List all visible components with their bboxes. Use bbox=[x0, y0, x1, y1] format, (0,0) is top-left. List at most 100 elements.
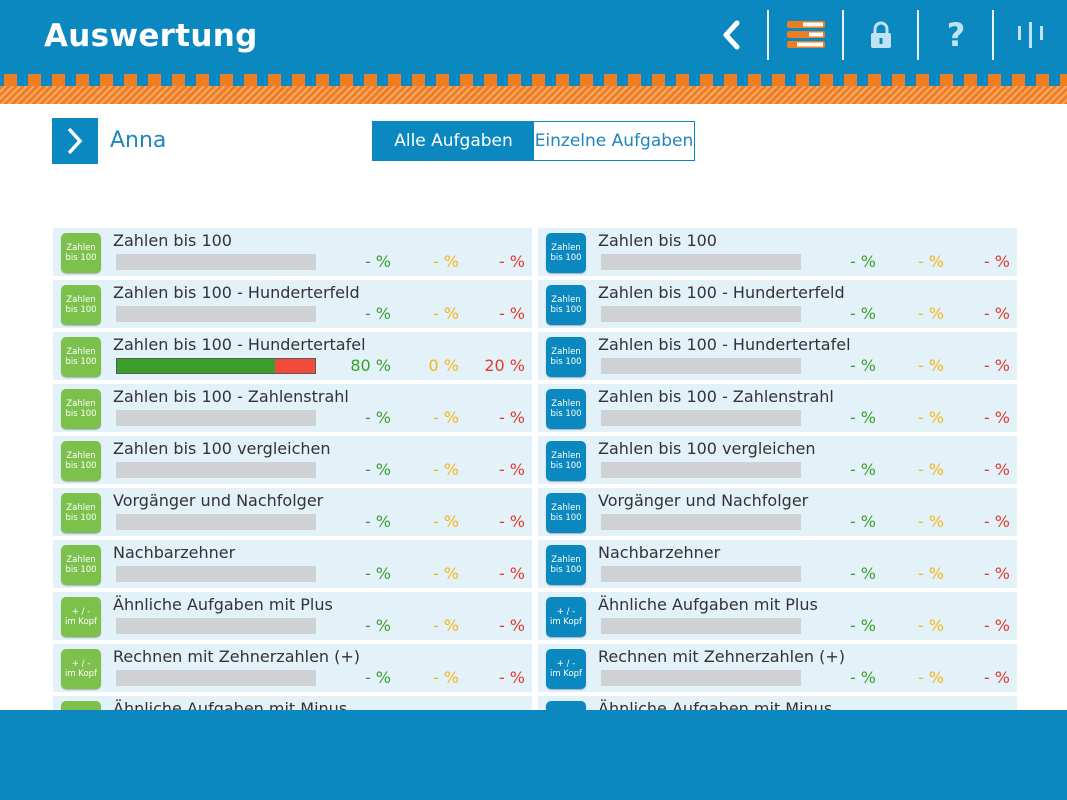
deco-square bbox=[748, 74, 761, 86]
task-row[interactable]: Zahlen bis 100 Zahlen bis 100 vergleichen -… bbox=[53, 436, 532, 484]
task-category-icon: + / -im Kopf bbox=[546, 701, 586, 710]
deco-square bbox=[28, 74, 41, 86]
progress-bar bbox=[116, 462, 316, 478]
deco-square bbox=[292, 74, 305, 86]
progress-bar bbox=[601, 618, 801, 634]
task-category-label: Zahlen bbox=[66, 347, 96, 357]
progress-bar bbox=[116, 306, 316, 322]
percent-correct: - % bbox=[364, 304, 391, 323]
percent-correct: - % bbox=[849, 668, 876, 687]
task-category-label: bis 100 bbox=[550, 253, 582, 263]
back-button[interactable] bbox=[695, 10, 769, 60]
task-row[interactable]: Zahlen bis 100 Zahlen bis 100 - Hundertert… bbox=[53, 332, 532, 380]
progress-bar bbox=[116, 566, 316, 582]
percent-correct: - % bbox=[364, 460, 391, 479]
progress-bar bbox=[116, 514, 316, 530]
percent-partial: 0 % bbox=[428, 356, 459, 375]
deco-square bbox=[52, 74, 65, 86]
percent-wrong: - % bbox=[498, 460, 525, 479]
deco-square bbox=[268, 74, 281, 86]
percent-partial: - % bbox=[432, 460, 459, 479]
lock-button[interactable] bbox=[844, 10, 918, 60]
task-row[interactable]: + / - im Kopf Rechnen mit Zehnerzahlen (+)… bbox=[53, 644, 532, 692]
task-row[interactable]: Zahlen bis 100 Nachbarzehner - % - % - % bbox=[53, 540, 532, 588]
deco-square bbox=[700, 74, 713, 86]
task-row[interactable]: Zahlen bis 100 Vorgänger und Nachfolger - %… bbox=[53, 488, 532, 536]
task-category-label: Zahlen bbox=[551, 451, 581, 461]
task-category-label: im Kopf bbox=[64, 669, 98, 679]
task-row[interactable]: Zahlen bis 100 Nachbarzehner - % - % - % bbox=[538, 540, 1017, 588]
student-select-button[interactable] bbox=[52, 118, 98, 164]
task-row[interactable]: Zahlen bis 100 Zahlen bis 100 - Hunderterf… bbox=[53, 280, 532, 328]
task-category-icon: Zahlen bis 100 bbox=[61, 233, 101, 273]
task-category-label: im Kopf bbox=[64, 617, 98, 627]
percent-partial: - % bbox=[917, 512, 944, 531]
task-row[interactable]: Zahlen bis 100 Zahlen bis 100- % - % - % bbox=[53, 228, 532, 276]
task-row[interactable]: Zahlen bis 100 Zahlen bis 100 - Zahlenstra… bbox=[538, 384, 1017, 432]
tab-single-tasks[interactable]: Einzelne Aufgaben bbox=[534, 122, 694, 160]
task-category-label: bis 100 bbox=[550, 565, 582, 575]
page-title: Auswertung bbox=[44, 18, 258, 54]
deco-square bbox=[316, 74, 329, 86]
task-category-icon: + / -im Kopf bbox=[61, 701, 101, 710]
percent-correct: - % bbox=[364, 668, 391, 687]
percent-correct: - % bbox=[364, 408, 391, 427]
logo-button[interactable] bbox=[994, 10, 1067, 60]
task-category-label: Zahlen bbox=[551, 243, 581, 253]
task-category-icon: Zahlen bis 100 bbox=[546, 285, 586, 325]
footer-bar bbox=[0, 710, 1067, 800]
progress-wrong bbox=[275, 359, 315, 373]
deco-square bbox=[772, 74, 785, 86]
deco-square bbox=[388, 74, 401, 86]
task-category-label: bis 100 bbox=[65, 253, 97, 263]
percent-wrong: - % bbox=[498, 304, 525, 323]
logo-icon bbox=[1018, 22, 1043, 48]
task-name: Vorgänger und Nachfolger bbox=[598, 491, 809, 510]
percent-correct: - % bbox=[849, 460, 876, 479]
task-row[interactable]: + / - im Kopf Ähnliche Aufgaben mit Plus - … bbox=[538, 592, 1017, 640]
task-category-icon: Zahlen bis 100 bbox=[61, 545, 101, 585]
progress-bar bbox=[601, 358, 801, 374]
task-row[interactable]: + / - im Kopf Ähnliche Aufgaben mit Plus - … bbox=[53, 592, 532, 640]
deco-square bbox=[1036, 74, 1049, 86]
progress-bar bbox=[116, 358, 316, 374]
task-category-label: Zahlen bbox=[551, 295, 581, 305]
deco-square bbox=[796, 74, 809, 86]
task-row[interactable]: Zahlen bis 100 Zahlen bis 100 - Hunderterf… bbox=[538, 280, 1017, 328]
task-row[interactable]: Zahlen bis 100 Zahlen bis 100 vergleichen -… bbox=[538, 436, 1017, 484]
task-category-icon: + / -im Kopf bbox=[546, 597, 586, 637]
percent-wrong: - % bbox=[983, 408, 1010, 427]
deco-square bbox=[172, 74, 185, 86]
task-row[interactable]: Zahlen bis 100 Zahlen bis 100 - Zahlenstra… bbox=[53, 384, 532, 432]
task-row[interactable]: + / - im Kopf Rechnen mit Zehnerzahlen (+)… bbox=[538, 644, 1017, 692]
list-view-button[interactable] bbox=[769, 10, 843, 60]
task-row[interactable]: Zahlen bis 100 Vorgänger und Nachfolger - %… bbox=[538, 488, 1017, 536]
percent-wrong: - % bbox=[498, 512, 525, 531]
task-category-label: im Kopf bbox=[549, 617, 583, 627]
task-category-label: Zahlen bbox=[551, 399, 581, 409]
task-row[interactable]: Zahlen bis 100 Zahlen bis 100- % - % - % bbox=[538, 228, 1017, 276]
task-category-icon: Zahlen bis 100 bbox=[546, 545, 586, 585]
task-row[interactable]: Zahlen bis 100 Zahlen bis 100 - Hundertert… bbox=[538, 332, 1017, 380]
percent-wrong: - % bbox=[983, 616, 1010, 635]
task-category-label: + / - bbox=[71, 607, 91, 617]
percent-correct: - % bbox=[849, 304, 876, 323]
percent-wrong: - % bbox=[983, 356, 1010, 375]
task-category-label: bis 100 bbox=[65, 409, 97, 419]
task-category-label: bis 100 bbox=[65, 461, 97, 471]
percent-wrong: - % bbox=[498, 408, 525, 427]
percent-wrong: - % bbox=[983, 304, 1010, 323]
student-name[interactable]: Anna bbox=[110, 128, 167, 153]
percent-partial: - % bbox=[432, 304, 459, 323]
percent-correct: - % bbox=[849, 564, 876, 583]
task-name: Rechnen mit Zehnerzahlen (+) bbox=[598, 647, 846, 666]
percent-wrong: - % bbox=[983, 564, 1010, 583]
deco-square bbox=[460, 74, 473, 86]
task-view-toggle: Alle Aufgaben Einzelne Aufgaben bbox=[372, 121, 695, 161]
tab-all-tasks[interactable]: Alle Aufgaben bbox=[373, 122, 534, 160]
task-list-left: Zahlen bis 100 Zahlen bis 100- % - % - % Zahl… bbox=[53, 228, 532, 710]
deco-square bbox=[988, 74, 1001, 86]
help-button[interactable]: ? bbox=[919, 10, 993, 60]
